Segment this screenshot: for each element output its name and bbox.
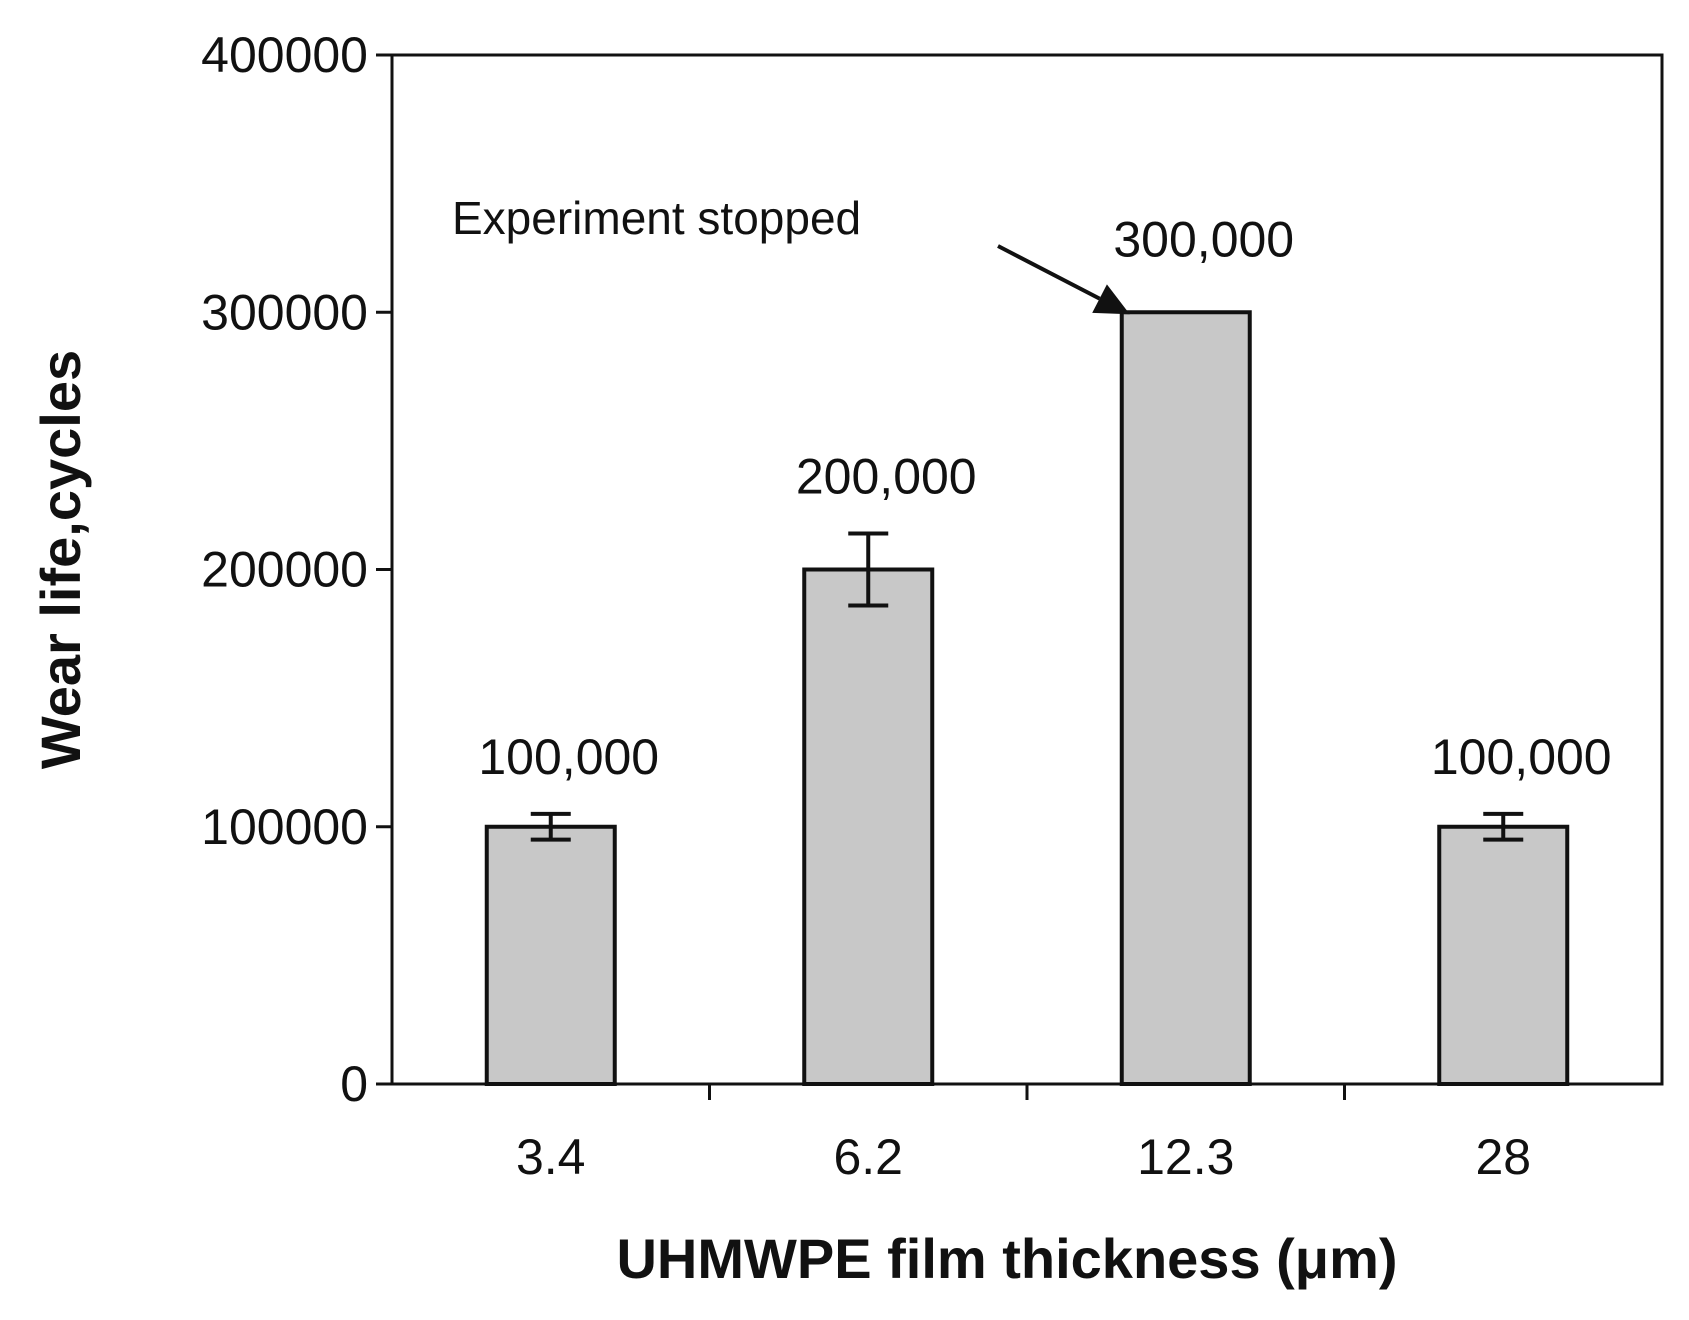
data-label: 100,000 [1431, 729, 1612, 785]
y-tick-label: 0 [340, 1056, 368, 1112]
data-label: 300,000 [1113, 211, 1294, 267]
bar [802, 567, 935, 1086]
x-tick-label: 12.3 [1137, 1129, 1234, 1185]
y-tick-label: 100000 [201, 799, 368, 855]
annotation-arrowhead [1092, 284, 1130, 315]
y-tick-label: 200000 [201, 542, 368, 598]
y-tick-label: 400000 [201, 27, 368, 83]
bar [1119, 310, 1252, 1086]
data-label: 200,000 [796, 448, 977, 504]
x-axis-ticks: 3.4 6.2 12.3 28 [516, 1084, 1531, 1185]
x-tick-label: 3.4 [516, 1129, 586, 1185]
data-labels: 100,000 200,000 300,000 100,000 [478, 211, 1611, 785]
y-axis-ticks: 0 100000 200000 300000 400000 [201, 27, 392, 1112]
x-tick-label: 28 [1475, 1129, 1531, 1185]
annotation-experiment-stopped: Experiment stopped [452, 192, 861, 244]
x-tick-label: 6.2 [833, 1129, 903, 1185]
annotation: Experiment stopped [452, 192, 1130, 315]
error-bars [530, 531, 1524, 842]
bar [484, 824, 617, 1086]
bar [1437, 824, 1570, 1086]
annotation-arrow [997, 244, 1101, 301]
data-label: 100,000 [478, 729, 659, 785]
y-tick-label: 300000 [201, 284, 368, 340]
y-axis-label: Wear life,cycles [29, 350, 92, 769]
x-axis-label: UHMWPE film thickness (μm) [616, 1227, 1397, 1290]
bars [484, 310, 1570, 1086]
